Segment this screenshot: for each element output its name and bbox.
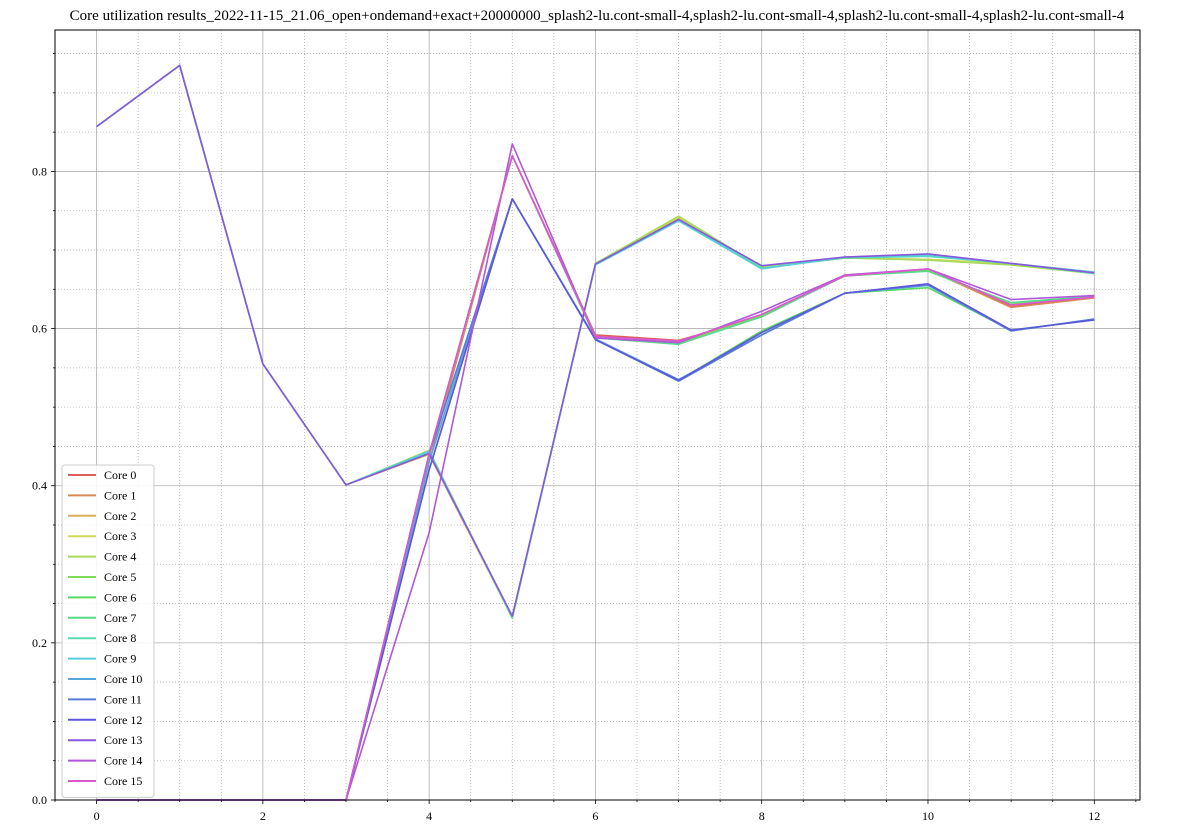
series-line-core-13 bbox=[96, 64, 1095, 617]
legend-label: Core 1 bbox=[104, 488, 136, 502]
legend-label: Core 2 bbox=[104, 509, 136, 523]
legend-label: Core 13 bbox=[104, 733, 142, 747]
y-tick-label: 0.2 bbox=[32, 636, 47, 650]
x-tick-label: 12 bbox=[1088, 809, 1100, 823]
legend-label: Core 8 bbox=[104, 631, 136, 645]
legend-label: Core 4 bbox=[104, 550, 136, 564]
legend-label: Core 14 bbox=[104, 754, 142, 768]
legend-box bbox=[61, 464, 155, 798]
legend-label: Core 0 bbox=[104, 468, 136, 482]
axis-ticks: 0.0 0.2 0.4 0.6 0.8 0 2 4 6 8 10 12 bbox=[32, 53, 1137, 823]
legend-label: Core 12 bbox=[104, 713, 142, 727]
x-tick-label: 4 bbox=[426, 809, 432, 823]
legend-label: Core 11 bbox=[104, 692, 142, 706]
legend-label: Core 7 bbox=[104, 611, 136, 625]
plot-area-frame bbox=[54, 29, 1141, 801]
x-tick-label: 8 bbox=[759, 809, 765, 823]
legend-label: Core 10 bbox=[104, 672, 142, 686]
legend-label: Core 15 bbox=[104, 774, 142, 788]
x-tick-label: 6 bbox=[592, 809, 598, 823]
y-tick-label: 0.0 bbox=[32, 793, 47, 807]
x-tick-label: 2 bbox=[260, 809, 266, 823]
legend-label: Core 5 bbox=[104, 570, 136, 584]
legend-label: Core 3 bbox=[104, 529, 136, 543]
y-tick-label: 0.6 bbox=[32, 322, 47, 336]
legend: Core 0 Core 1 Core 2 Core 3 Core 4 Core 5 Core… bbox=[61, 464, 155, 798]
y-tick-label: 0.8 bbox=[32, 164, 47, 178]
x-tick-label: 0 bbox=[94, 809, 100, 823]
x-tick-label: 10 bbox=[922, 809, 934, 823]
chart-title: Core utilization results_2022-11-15_21.0… bbox=[70, 8, 1125, 24]
legend-label: Core 9 bbox=[104, 652, 136, 666]
grid bbox=[54, 30, 1140, 801]
y-tick-label: 0.4 bbox=[32, 479, 47, 493]
legend-label: Core 6 bbox=[104, 590, 136, 604]
